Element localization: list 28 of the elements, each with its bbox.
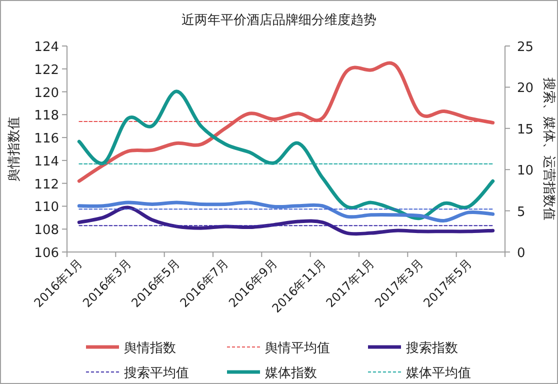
y-tick-label: 120 bbox=[34, 86, 59, 101]
legend-label: 舆情指数 bbox=[124, 341, 176, 356]
legend-label: 舆情平均值 bbox=[265, 341, 330, 356]
y-tick-label: 118 bbox=[34, 108, 59, 124]
y2-tick-label: 5 bbox=[517, 204, 526, 220]
line-series bbox=[77, 200, 495, 222]
chart-title: 近两年平价酒店品牌细分维度趋势 bbox=[182, 12, 376, 28]
line-series bbox=[77, 206, 495, 236]
legend-label: 搜索平均值 bbox=[124, 366, 189, 381]
y-tick-label: 116 bbox=[34, 132, 59, 147]
y2-tick-label: 20 bbox=[517, 81, 534, 96]
legend-label: 搜索指数 bbox=[406, 341, 458, 356]
legend-label: 媒体指数 bbox=[265, 366, 317, 381]
y-tick-label: 114 bbox=[34, 154, 59, 170]
y2-tick-label: 10 bbox=[517, 164, 534, 179]
y2-axis-title: 搜索、媒体、运营指数值 bbox=[541, 78, 556, 220]
legend-label: 媒体平均值 bbox=[406, 366, 471, 381]
line-series bbox=[77, 90, 495, 220]
y2-tick-label: 15 bbox=[517, 122, 534, 138]
y-tick-label: 112 bbox=[34, 177, 59, 192]
y-tick-label: 110 bbox=[34, 200, 59, 216]
y-tick-label: 106 bbox=[34, 246, 59, 261]
y-tick-label: 108 bbox=[34, 223, 59, 238]
y-tick-label: 122 bbox=[34, 62, 59, 78]
y2-tick-label: 25 bbox=[517, 40, 534, 55]
y-tick-label: 124 bbox=[34, 40, 59, 55]
y2-tick-label: 0 bbox=[517, 246, 526, 261]
y-axis-title: 舆情指数值 bbox=[7, 116, 22, 182]
